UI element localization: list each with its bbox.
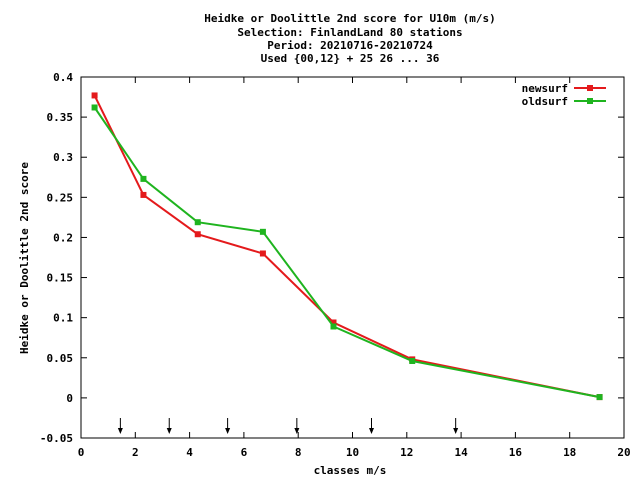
y-tick-label: -0.05 — [40, 432, 73, 445]
class-boundary-arrow-head — [225, 428, 230, 434]
y-axis-label: Heidke or Doolittle 2nd score — [18, 162, 31, 354]
class-boundary-arrow-head — [369, 428, 374, 434]
data-point-newsurf — [195, 231, 201, 237]
data-point-oldsurf — [92, 104, 98, 110]
y-tick-label: 0 — [66, 392, 73, 405]
x-tick-label: 4 — [186, 446, 193, 459]
data-point-oldsurf — [330, 323, 336, 329]
data-point-oldsurf — [409, 358, 415, 364]
data-point-newsurf — [92, 92, 98, 98]
class-boundary-arrow — [118, 418, 123, 434]
legend-item-newsurf: newsurf — [522, 82, 606, 95]
data-point-oldsurf — [597, 394, 603, 400]
y-tick-label: 0.35 — [47, 111, 74, 124]
series-oldsurf — [92, 104, 603, 400]
legend-swatch-marker — [587, 85, 593, 91]
class-markers — [118, 418, 458, 434]
x-axis: 0 2 4 6 8 10 12 14 16 18 20 — [78, 77, 631, 459]
class-boundary-arrow-head — [453, 428, 458, 434]
x-tick-label: 20 — [617, 446, 630, 459]
chart-title-line-2: Selection: FinlandLand 80 stations — [237, 26, 462, 39]
series-line-oldsurf — [95, 108, 600, 398]
data-point-oldsurf — [195, 219, 201, 225]
class-boundary-arrow-head — [167, 428, 172, 434]
y-tick-label: 0.15 — [47, 272, 74, 285]
class-boundary-arrow — [369, 418, 374, 434]
legend-label: oldsurf — [522, 95, 568, 108]
x-tick-label: 2 — [132, 446, 139, 459]
x-tick-label: 18 — [563, 446, 576, 459]
class-boundary-arrow — [294, 418, 299, 434]
x-tick-label: 16 — [509, 446, 523, 459]
series-group — [92, 92, 603, 400]
series-newsurf — [92, 92, 603, 400]
x-tick-label: 10 — [346, 446, 359, 459]
y-tick-label: 0.4 — [53, 71, 73, 84]
chart-title-line-3: Period: 20210716-20210724 — [267, 39, 433, 52]
chart-title-line-1: Heidke or Doolittle 2nd score for U10m (… — [204, 12, 495, 25]
y-axis: -0.05 0 0.05 0.1 0.15 0.2 0.25 0.3 0.35 0.4 — [40, 71, 624, 445]
chart-title: Heidke or Doolittle 2nd score for U10m (… — [204, 12, 495, 65]
x-tick-label: 8 — [295, 446, 302, 459]
legend-label: newsurf — [522, 82, 568, 95]
x-tick-label: 14 — [454, 446, 468, 459]
plot-area-frame — [81, 77, 624, 438]
legend-item-oldsurf: oldsurf — [522, 95, 606, 108]
data-point-oldsurf — [260, 229, 266, 235]
class-boundary-arrow — [225, 418, 230, 434]
class-boundary-arrow — [167, 418, 172, 434]
class-boundary-arrow — [453, 418, 458, 434]
chart-title-line-4: Used {00,12} + 25 26 ... 36 — [261, 52, 440, 65]
x-tick-label: 6 — [241, 446, 248, 459]
y-tick-label: 0.25 — [47, 191, 74, 204]
y-tick-label: 0.3 — [53, 151, 73, 164]
y-tick-label: 0.2 — [53, 231, 73, 244]
data-point-oldsurf — [140, 176, 146, 182]
y-tick-label: 0.1 — [53, 312, 73, 325]
y-tick-label: 0.05 — [47, 352, 74, 365]
legend-swatch-marker — [587, 98, 593, 104]
class-boundary-arrow-head — [118, 428, 123, 434]
data-point-newsurf — [260, 250, 266, 256]
x-axis-label: classes m/s — [314, 464, 387, 477]
x-tick-label: 12 — [400, 446, 413, 459]
data-point-newsurf — [140, 192, 146, 198]
x-tick-label: 0 — [78, 446, 85, 459]
series-line-newsurf — [95, 96, 600, 398]
